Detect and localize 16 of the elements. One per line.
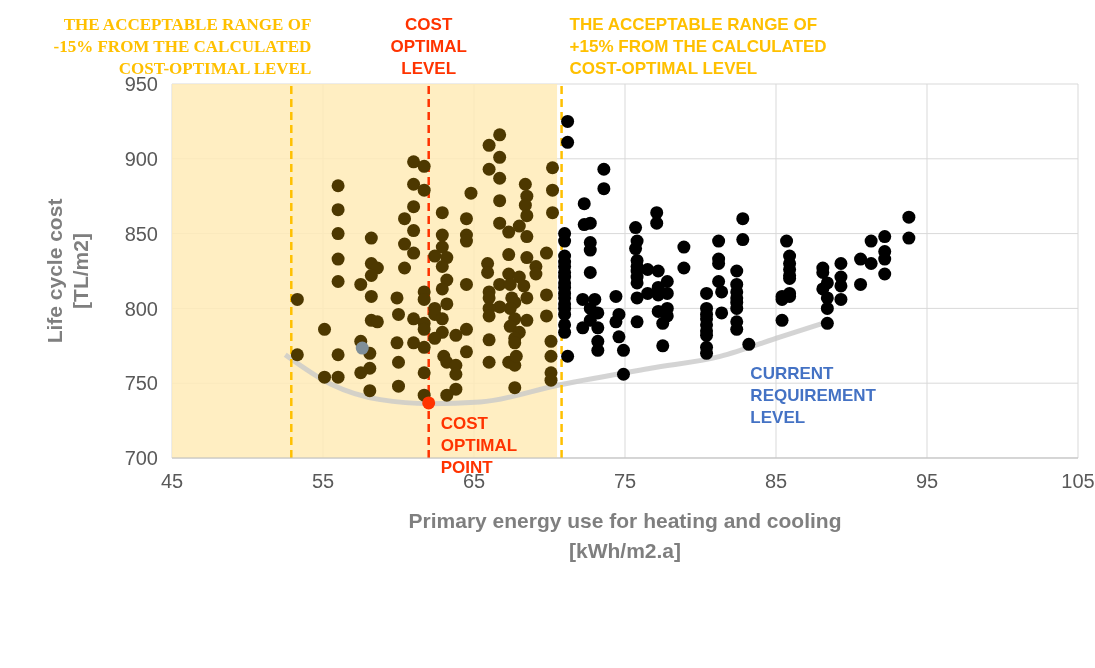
annotation: CURRENT REQUIREMENT LEVEL (750, 363, 877, 427)
x-axis-title: Primary energy use for heating and cooling [kWh/m2.a] (408, 509, 842, 562)
x-tick-label: 95 (915, 470, 939, 493)
ref-line-label: COST OPTIMAL LEVEL (390, 15, 467, 78)
x-tick-label: 85 (764, 470, 788, 493)
ref-line-label: THE ACCEPTABLE RANGE OF +15% FROM THE CALCULATED COST-OPTIMAL LEVEL (569, 15, 827, 78)
x-tick-label: 55 (311, 470, 335, 493)
y-tick-label: 900 (124, 147, 158, 170)
x-tick-label: 105 (1061, 470, 1095, 493)
y-tick-label: 850 (124, 222, 158, 245)
y-axis-title: Life cycle cost [TL/m2] (43, 198, 92, 344)
y-tick-label: 800 (124, 297, 158, 320)
x-tick-label: 45 (160, 470, 184, 493)
y-tick-label: 750 (124, 372, 158, 395)
x-tick-label: 75 (613, 470, 637, 493)
y-tick-label: 700 (124, 447, 158, 470)
